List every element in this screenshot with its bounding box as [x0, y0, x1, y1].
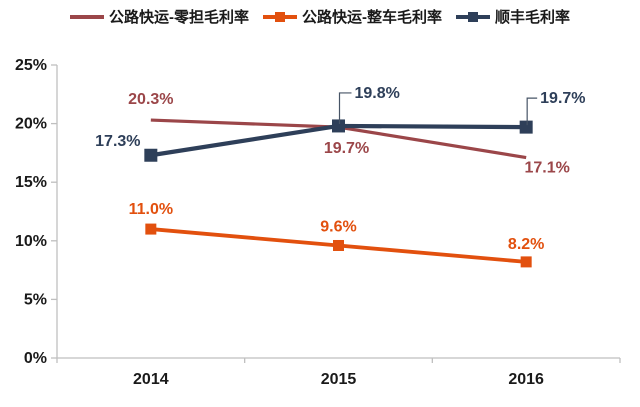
point-data-label: 19.7%	[540, 90, 585, 107]
series-marker	[145, 223, 157, 235]
legend-square-marker-icon	[274, 11, 285, 22]
label-leader-line	[526, 97, 538, 126]
y-tick-label: 0%	[24, 350, 47, 367]
legend-item-ltl-margin: 公路快运-零担毛利率	[69, 6, 249, 27]
ltl-line-swatch-icon	[69, 14, 104, 19]
legend-label: 顺丰毛利率	[494, 9, 570, 26]
point-data-label: 19.8%	[355, 85, 400, 102]
y-tick-label: 15%	[15, 174, 47, 191]
point-data-label: 19.7%	[324, 140, 369, 157]
series-marker	[333, 239, 344, 251]
y-tick-label: 20%	[15, 116, 47, 133]
sf-line-swatch-icon	[455, 11, 490, 22]
series-marker	[520, 256, 532, 268]
point-data-label: 20.3%	[128, 91, 173, 108]
y-tick-label: 10%	[15, 233, 47, 250]
legend-label: 公路快运-零担毛利率	[108, 9, 249, 26]
y-tick-label: 5%	[24, 291, 47, 308]
y-tick-label: 25%	[15, 57, 47, 74]
label-leader-line	[338, 92, 352, 124]
legend-item-sf-margin: 顺丰毛利率	[455, 6, 570, 27]
point-data-label: 11.0%	[129, 201, 173, 218]
point-data-label: 17.3%	[95, 133, 140, 150]
point-data-label: 8.2%	[508, 236, 544, 253]
point-data-label: 17.1%	[524, 160, 569, 177]
legend-square-marker-icon	[467, 11, 478, 22]
legend-item-ftl-margin: 公路快运-整车毛利率	[262, 6, 442, 27]
ftl-line-swatch-icon	[262, 11, 297, 22]
x-tick-label: 2015	[321, 371, 357, 388]
chart-legend: 公路快运-零担毛利率 公路快运-整车毛利率 顺丰毛利率	[0, 6, 640, 27]
legend-label: 公路快运-整车毛利率	[301, 9, 442, 26]
x-tick-label: 2016	[508, 371, 544, 388]
series-marker	[144, 148, 158, 162]
x-tick-label: 2014	[133, 371, 169, 388]
series-marker	[519, 120, 533, 134]
point-data-label: 9.6%	[320, 218, 356, 235]
series-marker	[332, 119, 345, 133]
